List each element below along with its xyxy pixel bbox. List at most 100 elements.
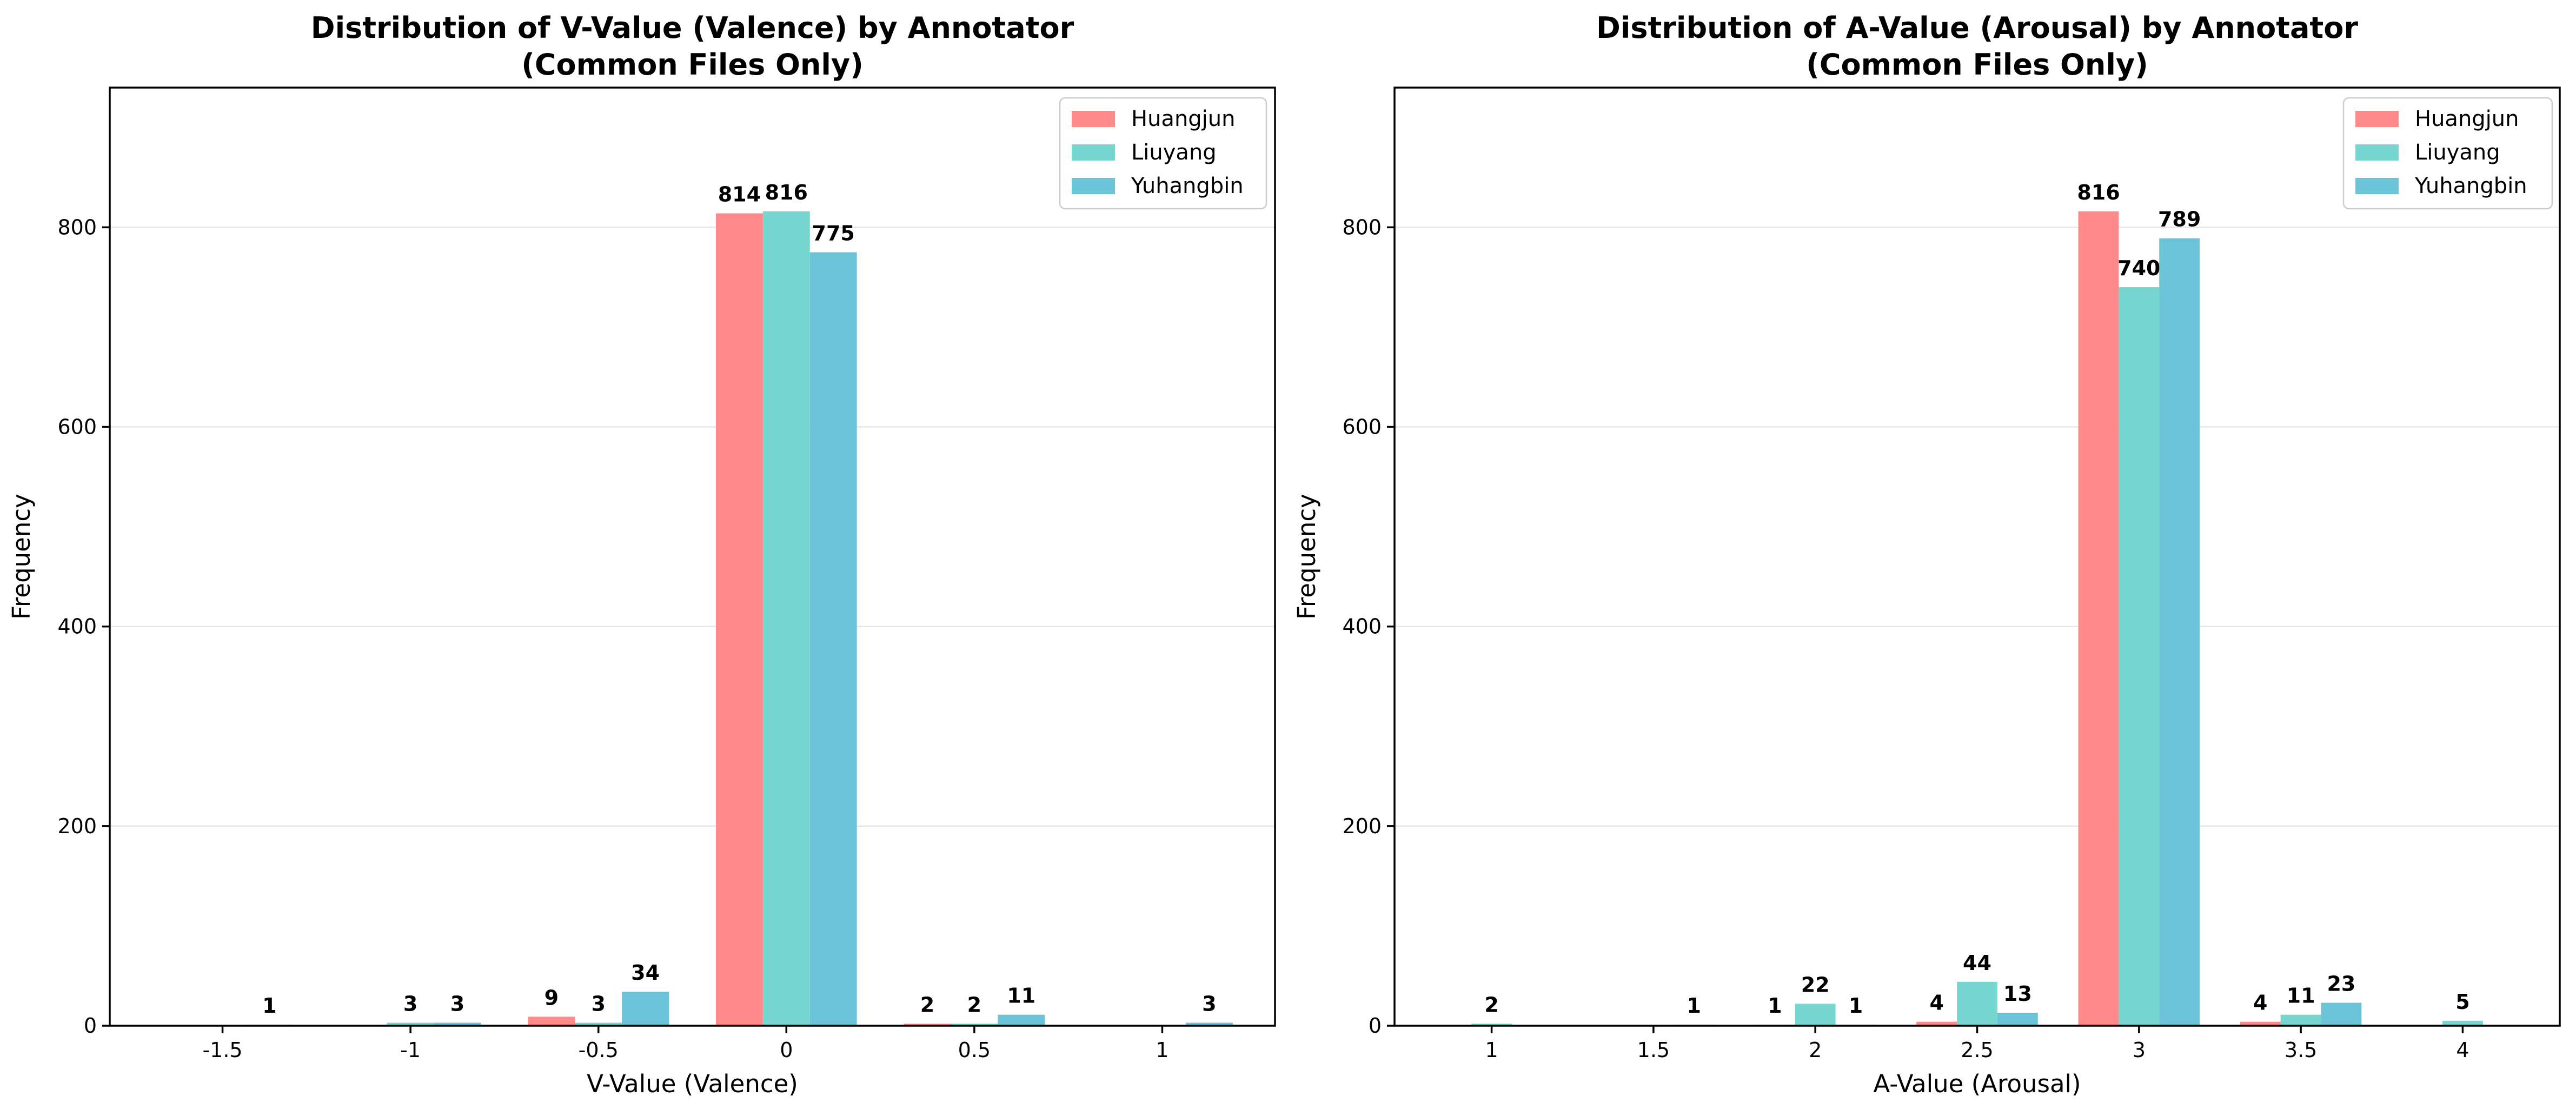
- x-tick-label: 2.5: [1961, 1038, 1993, 1062]
- bar-huangjun-3: [2078, 211, 2119, 1026]
- y-tick-label: 800: [57, 215, 97, 239]
- bar-value-label: 11: [1007, 984, 1035, 1008]
- bar-value-label: 34: [631, 961, 660, 985]
- bar-huangjun-0.5: [904, 1024, 951, 1026]
- y-tick-label: 600: [1342, 415, 1382, 439]
- bar-value-label: 3: [1202, 992, 1216, 1015]
- legend-label: Liuyang: [1131, 140, 1217, 165]
- bar-value-label: 775: [812, 222, 855, 245]
- bar-liuyang-4: [2442, 1020, 2483, 1026]
- bar-liuyang-0.5: [951, 1024, 998, 1026]
- bar-huangjun-2.5: [1916, 1021, 1957, 1026]
- bar-liuyang-3.5: [2280, 1014, 2321, 1026]
- legend-swatch-yuhangbin: [1072, 178, 1115, 194]
- x-tick-label: 1.5: [1637, 1038, 1670, 1062]
- bar-value-label: 2: [1484, 993, 1498, 1017]
- legend-label: Yuhangbin: [2414, 174, 2527, 198]
- y-tick-label: 400: [57, 615, 97, 639]
- bar-liuyang--0.5: [575, 1022, 622, 1026]
- x-tick-label: -0.5: [579, 1038, 619, 1062]
- x-axis-label: A-Value (Arousal): [1873, 1070, 2081, 1098]
- bar-value-label: 9: [545, 986, 559, 1009]
- legend-label: Yuhangbin: [1131, 174, 1244, 198]
- bar-liuyang-0: [762, 211, 810, 1026]
- legend-swatch-liuyang: [2355, 144, 2399, 161]
- bar-value-label: 4: [2253, 991, 2267, 1015]
- bar-huangjun-0: [715, 213, 763, 1026]
- chart-title-line: (Common Files Only): [521, 48, 864, 82]
- bar-value-label: 23: [2327, 972, 2355, 996]
- x-tick-label: 4: [2456, 1038, 2469, 1062]
- bar-value-label: 816: [765, 181, 808, 204]
- bar-yuhangbin--1: [434, 1022, 481, 1026]
- bar-yuhangbin-2.5: [1997, 1013, 2038, 1026]
- legend-swatch-huangjun: [2355, 111, 2399, 127]
- bar-yuhangbin--0.5: [622, 992, 669, 1026]
- legend-swatch-yuhangbin: [2355, 178, 2399, 194]
- bar-value-label: 2: [920, 993, 934, 1017]
- bar-value-label: 740: [2117, 256, 2160, 280]
- bar-value-label: 3: [591, 992, 605, 1015]
- axes-frame: [109, 87, 1276, 1027]
- bar-value-label: 13: [2003, 982, 2032, 1006]
- legend-label: Huangjun: [2415, 107, 2519, 131]
- bar-value-label: 2: [967, 993, 981, 1017]
- legend-label: Huangjun: [1131, 107, 1236, 131]
- bar-value-label: 1: [1768, 994, 1782, 1018]
- bar-value-label: 3: [403, 992, 417, 1015]
- bar-yuhangbin-0: [809, 252, 857, 1026]
- x-axis-label: V-Value (Valence): [587, 1070, 798, 1098]
- chart-panel-1: Distribution of V-Value (Valence) by Ann…: [7, 11, 1276, 1098]
- y-tick-label: 600: [57, 415, 97, 439]
- legend: Huangjun Liuyang Yuhangbin: [2342, 97, 2553, 210]
- y-axis-label: Frequency: [7, 494, 36, 619]
- bar-liuyang-1: [1471, 1024, 1512, 1026]
- bar-huangjun-3.5: [2240, 1021, 2281, 1026]
- bar-value-label: 814: [718, 183, 761, 207]
- y-tick-label: 800: [1342, 215, 1382, 239]
- bar-huangjun--0.5: [528, 1017, 575, 1026]
- bar-value-label: 789: [2158, 208, 2201, 231]
- x-tick-label: 2: [1809, 1038, 1822, 1062]
- bar-value-label: 22: [1801, 973, 1830, 997]
- x-tick-label: 3.5: [2285, 1038, 2317, 1062]
- x-tick-label: -1.5: [202, 1038, 242, 1062]
- y-tick-label: 200: [57, 814, 97, 838]
- y-tick-label: 200: [1342, 814, 1382, 838]
- bar-value-label: 816: [2077, 181, 2120, 204]
- bar-liuyang-3: [2119, 287, 2160, 1026]
- legend-label: Liuyang: [2415, 140, 2500, 165]
- legend: Huangjun Liuyang Yuhangbin: [1059, 97, 1267, 210]
- x-tick-label: 1: [1156, 1038, 1169, 1062]
- chart-title-line: Distribution of A-Value (Arousal) by Ann…: [1596, 11, 2358, 45]
- x-tick-label: -1: [400, 1038, 421, 1062]
- y-tick-label: 0: [1369, 1014, 1382, 1038]
- bar-yuhangbin-1: [1185, 1022, 1233, 1026]
- bar-value-label: 5: [2455, 990, 2469, 1014]
- y-axis-label: Frequency: [1292, 494, 1321, 619]
- bar-value-label: 11: [2287, 984, 2315, 1008]
- legend-swatch-liuyang: [1072, 144, 1115, 161]
- bar-value-label: 1: [1687, 994, 1701, 1018]
- bar-liuyang-2: [1795, 1004, 1836, 1026]
- chart-title-line: (Common Files Only): [1806, 48, 2148, 82]
- bar-liuyang--1: [387, 1022, 434, 1026]
- bar-yuhangbin-3: [2159, 238, 2200, 1026]
- legend-swatch-huangjun: [1072, 111, 1115, 127]
- chart-panel-2: Distribution of A-Value (Arousal) by Ann…: [1292, 11, 2561, 1098]
- x-tick-label: 0.5: [958, 1038, 991, 1062]
- bar-yuhangbin-3.5: [2321, 1002, 2362, 1026]
- bar-value-label: 1: [262, 994, 276, 1018]
- y-tick-label: 0: [84, 1014, 97, 1038]
- y-tick-label: 400: [1342, 615, 1382, 639]
- bar-yuhangbin-0.5: [998, 1014, 1045, 1026]
- chart-title-line: Distribution of V-Value (Valence) by Ann…: [311, 11, 1074, 45]
- x-tick-label: 0: [780, 1038, 793, 1062]
- bar-value-label: 3: [450, 992, 464, 1015]
- bar-value-label: 1: [1849, 994, 1863, 1018]
- x-tick-label: 3: [2133, 1038, 2146, 1062]
- bar-liuyang-2.5: [1957, 981, 1997, 1026]
- bar-value-label: 4: [1929, 991, 1943, 1015]
- bar-value-label: 44: [1963, 951, 1991, 975]
